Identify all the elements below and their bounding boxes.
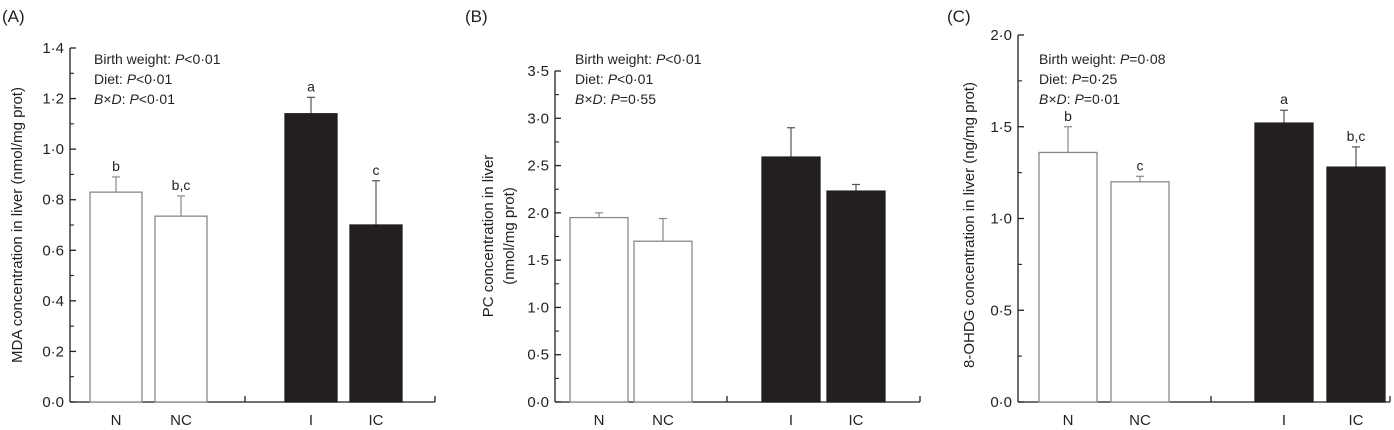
stat-line: Diet: P=0·25 — [1039, 71, 1117, 87]
y-tick-label: 1·2 — [42, 91, 64, 108]
y-tick-label: 0·6 — [42, 242, 64, 259]
stat-line: Birth weight: P<0·01 — [94, 51, 221, 67]
y-tick-label: 0·0 — [990, 394, 1012, 411]
y-tick-label: 0·8 — [42, 192, 64, 209]
significance-letter: c — [1137, 157, 1144, 173]
y-axis-title: 8-OHDG concentration in liver (ng/mg pro… — [961, 82, 978, 368]
y-axis-title: PC concentration in liver — [480, 155, 497, 318]
y-tick-label: 0·2 — [42, 343, 64, 360]
y-tick-label: 1·5 — [990, 119, 1012, 136]
y-tick-label: 1·5 — [527, 252, 549, 269]
y-tick-label: 0·0 — [42, 394, 64, 411]
panel-label: (A) — [2, 7, 25, 26]
significance-letter: b — [112, 158, 120, 174]
significance-letter: b,c — [172, 177, 191, 193]
bar-nc — [154, 215, 208, 403]
bar-ic — [1326, 166, 1386, 403]
bar-n — [569, 216, 629, 403]
y-tick-label: 0·5 — [527, 347, 549, 364]
y-tick-label: 3·0 — [527, 110, 549, 127]
x-category-label: NC — [170, 412, 192, 429]
bar-n — [1038, 151, 1098, 403]
y-tick-label: 1·0 — [527, 299, 549, 316]
x-category-label: NC — [1129, 412, 1151, 429]
stat-line: Birth weight: P<0·01 — [575, 51, 702, 67]
significance-letter: a — [307, 78, 315, 94]
x-category-label: I — [309, 412, 313, 429]
significance-letter: a — [1280, 91, 1288, 107]
y-tick-label: 0·0 — [527, 394, 549, 411]
x-category-label: NC — [652, 412, 674, 429]
x-category-label: I — [789, 412, 793, 429]
x-category-label: IC — [1349, 412, 1364, 429]
panel-label: (B) — [465, 7, 488, 26]
y-tick-label: 2·5 — [527, 158, 549, 175]
y-tick-label: 0·5 — [990, 302, 1012, 319]
y-tick-label: 1·4 — [42, 40, 64, 57]
x-category-label: IC — [369, 412, 384, 429]
y-tick-label: 3·5 — [527, 63, 549, 80]
significance-letter: c — [373, 162, 380, 178]
bar-ic — [349, 224, 403, 403]
bar-ic — [826, 190, 886, 403]
stat-line: Diet: P<0·01 — [575, 71, 653, 87]
x-category-label: IC — [849, 412, 864, 429]
x-category-label: N — [111, 412, 122, 429]
bar-i — [761, 156, 821, 403]
y-tick-label: 0·4 — [42, 293, 64, 310]
y-tick-label: 2·0 — [527, 205, 549, 222]
bar-i — [1254, 122, 1314, 403]
bar-i — [284, 113, 338, 403]
stat-line: Birth weight: P=0·08 — [1039, 51, 1166, 67]
x-category-label: N — [594, 412, 605, 429]
bar-nc — [1110, 181, 1170, 403]
x-category-label: N — [1063, 412, 1074, 429]
significance-letter: b,c — [1347, 128, 1366, 144]
y-tick-label: 1·0 — [42, 141, 64, 158]
stat-line: B×D: P=0·01 — [1039, 91, 1120, 107]
x-category-label: I — [1282, 412, 1286, 429]
bar-n — [89, 191, 143, 403]
y-axis-title: MDA concentration in liver (nmol/mg prot… — [9, 87, 26, 363]
panel-c: (C) 0·0 0·5 1·0 1·5 2·0 8-OHDG concentration i… — [947, 7, 1391, 429]
stat-line: B×D: P<0·01 — [94, 91, 175, 107]
y-tick-label: 2·0 — [990, 27, 1012, 44]
panel-a: (A) 0·0 0·2 0·4 0·6 0·8 1·0 1·2 1·4 MDA concentra… — [2, 7, 436, 429]
stat-line: B×D: P=0·55 — [575, 91, 656, 107]
y-tick-label: 1·0 — [990, 211, 1012, 228]
y-axis-title: (nmol/mg prot) — [501, 187, 518, 285]
stat-line: Diet: P<0·01 — [94, 71, 172, 87]
panel-label: (C) — [947, 7, 971, 26]
panel-b: (B) 0·0 0·5 1·0 1·5 2·0 2·5 3·0 3·5 PC concentrat… — [465, 7, 921, 429]
bar-nc — [633, 240, 693, 403]
significance-letter: b — [1064, 108, 1072, 124]
